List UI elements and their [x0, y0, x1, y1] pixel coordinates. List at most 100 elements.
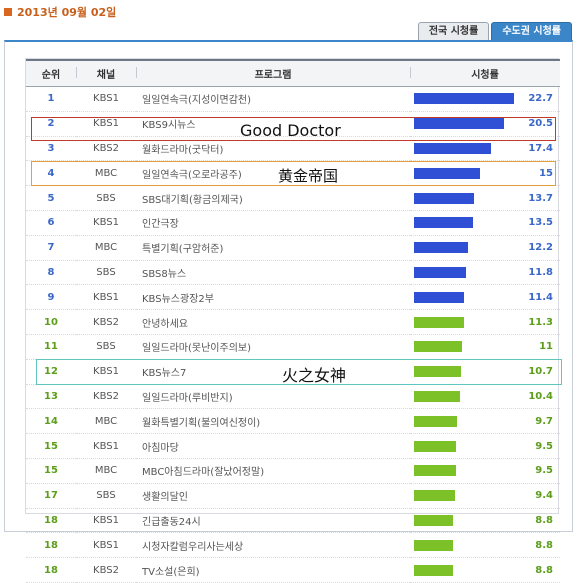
program-link[interactable]: 특별기획(구암허준) [136, 235, 410, 261]
channel-cell: KBS1 [76, 433, 136, 459]
rating-value: 8.8 [535, 539, 553, 551]
table-row[interactable]: 2 KBS1 KBS9시뉴스 20.5 [26, 111, 560, 137]
channel-cell: KBS1 [76, 210, 136, 236]
table-row[interactable]: 14 MBC 월화특별기획(불의여신정이) 9.7 [26, 408, 560, 435]
table-row[interactable]: 9 KBS1 KBS뉴스광장2부 11.4 [26, 284, 560, 311]
program-link[interactable]: SBS대기획(황금의제국) [136, 185, 410, 211]
annotation-label-row-14: 火之女神 [282, 366, 347, 385]
rating-bar [414, 415, 457, 427]
table-row[interactable]: 10 KBS2 안녕하세요 11.3 [26, 309, 560, 335]
channel-cell: KBS1 [76, 86, 136, 112]
rating-cell: 9.7 [410, 408, 560, 435]
program-link[interactable]: 일일연속극(지성이면감천) [136, 86, 410, 112]
rank-cell: 18 [26, 508, 76, 534]
rank-cell: 5 [26, 185, 76, 211]
program-link[interactable]: 안녕하세요 [136, 309, 410, 335]
channel-cell: MBC [76, 408, 136, 435]
program-link[interactable]: 시청자칼럼우리사는세상 [136, 532, 410, 559]
program-link[interactable]: 일일드라마(못난이주의보) [136, 334, 410, 360]
rating-cell: 13.5 [410, 210, 560, 236]
rank-cell: 18 [26, 557, 76, 583]
header-rank: 순위 [26, 59, 76, 87]
program-link[interactable]: 긴급출동24시 [136, 508, 410, 534]
rank-cell: 1 [26, 86, 76, 112]
rating-value: 8.8 [535, 564, 553, 576]
table-row[interactable]: 5 SBS SBS대기획(황금의제국) 13.7 [26, 185, 560, 211]
table-row[interactable]: 13 KBS2 일일드라마(루비반지) 10.4 [26, 384, 560, 410]
rating-value: 9.4 [535, 490, 553, 502]
channel-cell: KBS1 [76, 508, 136, 534]
table-row[interactable]: 18 KBS1 시청자칼럼우리사는세상 8.8 [26, 532, 560, 559]
channel-cell: SBS [76, 334, 136, 360]
ratings-panel: 순위 채널 프로그램 시청률 1 KBS1 일일연속극(지성이면감천) 22.7 2 KB… [4, 40, 573, 583]
program-link[interactable]: 아침마당 [136, 433, 410, 459]
program-link[interactable]: MBC아침드라마(잘났어정말) [136, 458, 410, 484]
rank-cell: 17 [26, 483, 76, 509]
highlight-box-row-5 [31, 161, 556, 186]
annotation-label-row-3: Good Doctor [240, 121, 341, 140]
date-label: 2013년 09월 02일 [17, 6, 117, 19]
table-row[interactable]: 15 MBC MBC아침드라마(잘났어정말) 9.5 [26, 458, 560, 484]
rating-bar [414, 440, 456, 452]
table-row[interactable]: 6 KBS1 인간극장 13.5 [26, 210, 560, 236]
rating-bar [414, 142, 491, 154]
rating-value: 20.5 [528, 118, 553, 130]
rating-tabs: 전국 시청률 수도권 시청률 [417, 22, 572, 40]
channel-cell: KBS2 [76, 309, 136, 335]
rating-cell: 10.7 [410, 359, 560, 385]
rating-value: 10.4 [528, 390, 553, 402]
rank-cell: 14 [26, 408, 76, 435]
program-link[interactable]: 일일드라마(루비반지) [136, 384, 410, 410]
rating-bar [414, 539, 453, 551]
rank-cell: 2 [26, 111, 76, 137]
tab-capital-rating[interactable]: 수도권 시청률 [491, 22, 572, 40]
table-row[interactable]: 18 KBS2 TV소설(은희) 8.8 [26, 557, 560, 583]
table-row[interactable]: 7 MBC 특별기획(구암허준) 12.2 [26, 235, 560, 261]
channel-cell: KBS1 [76, 359, 136, 385]
program-link[interactable]: 월화특별기획(불의여신정이) [136, 408, 410, 435]
channel-cell: KBS2 [76, 557, 136, 583]
program-link[interactable]: 생활의달인 [136, 483, 410, 509]
program-link[interactable]: TV소설(은희) [136, 557, 410, 583]
table-row[interactable]: 8 SBS SBS8뉴스 11.8 [26, 260, 560, 286]
table-row[interactable]: 17 SBS 생활의달인 9.4 [26, 483, 560, 509]
rating-value: 13.5 [528, 217, 553, 229]
program-link[interactable]: SBS8뉴스 [136, 260, 410, 286]
rating-cell: 8.8 [410, 532, 560, 559]
channel-cell: KBS2 [76, 384, 136, 410]
table-row[interactable]: 12 KBS1 KBS뉴스7 10.7 [26, 359, 560, 385]
program-link[interactable]: KBS뉴스광장2부 [136, 284, 410, 311]
channel-cell: MBC [76, 458, 136, 484]
annotation-label-row-5: 黄金帝国 [278, 167, 339, 185]
table-row[interactable]: 1 KBS1 일일연속극(지성이면감천) 22.7 [26, 86, 560, 112]
rating-bar [414, 316, 464, 328]
program-link[interactable]: KBS뉴스7 [136, 359, 410, 385]
rating-cell: 8.8 [410, 508, 560, 534]
tab-national-rating[interactable]: 전국 시청률 [417, 22, 490, 40]
rating-bar [414, 217, 473, 229]
rating-value: 11.3 [528, 316, 553, 328]
rating-cell: 12.2 [410, 235, 560, 261]
rating-cell: 9.5 [410, 433, 560, 459]
rating-value: 9.5 [535, 440, 553, 452]
program-link[interactable]: 인간극장 [136, 210, 410, 236]
rating-value: 22.7 [528, 93, 553, 105]
table-row[interactable]: 18 KBS1 긴급출동24시 8.8 [26, 508, 560, 534]
rank-cell: 15 [26, 458, 76, 484]
rating-value: 11 [539, 341, 553, 353]
rank-cell: 7 [26, 235, 76, 261]
rating-cell: 13.7 [410, 185, 560, 211]
table-row[interactable]: 11 SBS 일일드라마(못난이주의보) 11 [26, 334, 560, 360]
rating-bar [414, 118, 504, 130]
table-row[interactable]: 4 MBC 일일연속극(오로라공주) 15 [26, 160, 560, 187]
rating-value: 10.7 [528, 366, 553, 378]
rating-cell: 22.7 [410, 86, 560, 112]
rating-bar [414, 242, 468, 254]
highlight-box-row-14 [36, 359, 562, 385]
rank-cell: 12 [26, 359, 76, 385]
table-row[interactable]: 15 KBS1 아침마당 9.5 [26, 433, 560, 459]
program-link[interactable]: KBS9시뉴스 [136, 111, 410, 137]
rating-bar [414, 266, 466, 278]
channel-cell: KBS1 [76, 532, 136, 559]
rank-cell: 8 [26, 260, 76, 286]
